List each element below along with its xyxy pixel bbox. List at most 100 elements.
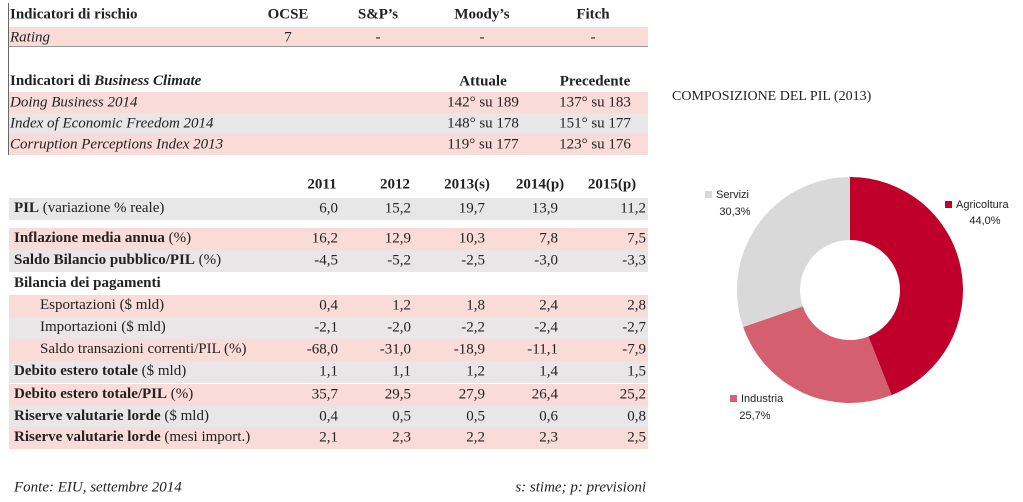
label-text: Esportazioni ($ mld) xyxy=(40,297,164,313)
cell: 2,8 xyxy=(627,297,646,313)
cell: 1,1 xyxy=(392,363,411,379)
cell: -3,0 xyxy=(534,252,558,268)
cell: 2,4 xyxy=(539,297,558,313)
row-background xyxy=(9,198,648,220)
header-cell: Fitch xyxy=(576,6,610,22)
cell: 6,0 xyxy=(319,200,338,216)
cell: 2,1 xyxy=(319,429,338,445)
cell: 142° su 189 xyxy=(447,94,519,110)
row-label: Debito estero totale/PIL (%) xyxy=(14,386,193,402)
slice-value: 30,3% xyxy=(719,206,750,218)
cell: 123° su 176 xyxy=(559,136,631,152)
row-label: Inflazione media annua (%) xyxy=(14,230,191,246)
label-text: (%) xyxy=(165,230,191,246)
section-title: Indicatori di Business Climate xyxy=(10,73,202,89)
cell: 7 xyxy=(284,29,292,45)
cell: 148° su 178 xyxy=(447,115,519,131)
cell: -2,7 xyxy=(622,319,646,335)
row-label: Riserve valutarie lorde (mesi import.) xyxy=(14,429,250,445)
title-part: Business Climate xyxy=(93,73,201,89)
cell: 0,6 xyxy=(539,408,558,424)
cell: 137° su 183 xyxy=(559,94,631,110)
donut-slice xyxy=(737,177,850,327)
cell: 0,5 xyxy=(466,408,485,424)
cell: 1,2 xyxy=(392,297,411,313)
cell: 0,4 xyxy=(319,408,338,424)
cell: 13,9 xyxy=(532,200,558,216)
label-text: ($ mld) xyxy=(138,363,186,379)
legend-swatch xyxy=(730,395,737,402)
donut-slice xyxy=(743,306,892,403)
cell: -5,2 xyxy=(387,252,411,268)
cell: 10,3 xyxy=(459,230,485,246)
cell: 7,8 xyxy=(539,230,558,246)
cell: 19,7 xyxy=(459,200,486,216)
cell: 2,2 xyxy=(466,429,485,445)
cell: -2,4 xyxy=(534,319,558,335)
header-cell: Moody’s xyxy=(454,6,509,22)
label-text: ($ mld) xyxy=(161,408,209,424)
label-text: (mesi import.) xyxy=(161,429,251,445)
cell: -4,5 xyxy=(314,252,338,268)
cell: 1,8 xyxy=(466,297,485,313)
cell: 1,4 xyxy=(539,363,558,379)
cell: -2,2 xyxy=(461,319,485,335)
row-label: Saldo transazioni correnti/PIL (%) xyxy=(40,341,246,357)
header-cell: S&P’s xyxy=(358,6,398,22)
cell: -7,9 xyxy=(622,341,646,357)
row-label: Esportazioni ($ mld) xyxy=(40,297,164,313)
cell: Corruption Perceptions Index 2013 xyxy=(10,136,223,152)
cell: -2,1 xyxy=(314,319,338,335)
row-label: Bilancia dei pagamenti xyxy=(14,275,161,291)
label-text: (%) xyxy=(195,252,221,268)
cell: 11,2 xyxy=(620,200,646,216)
cell: 1,2 xyxy=(466,363,485,379)
cell: -11,1 xyxy=(527,341,558,357)
row-background xyxy=(9,406,648,428)
label-text: (%) xyxy=(167,386,193,402)
label-bold: Inflazione media annua xyxy=(14,230,165,246)
cell: Rating xyxy=(9,29,50,45)
row-label: PIL (variazione % reale) xyxy=(14,200,164,216)
slice-value: 25,7% xyxy=(739,410,770,422)
cell: Index of Economic Freedom 2014 xyxy=(9,115,214,131)
cell: -31,0 xyxy=(380,341,411,357)
cell: 119° su 177 xyxy=(447,136,519,152)
cell: -3,3 xyxy=(622,252,646,268)
cell: 0,5 xyxy=(392,408,411,424)
cell: 26,4 xyxy=(532,386,559,402)
cell: 27,9 xyxy=(459,386,485,402)
cell: Doing Business 2014 xyxy=(9,94,138,110)
label-text: (variazione % reale) xyxy=(39,200,164,216)
label-bold: Debito estero totale xyxy=(14,363,138,379)
label-text: Saldo transazioni correnti/PIL (%) xyxy=(40,341,246,357)
slice-label: Industria xyxy=(741,393,784,405)
legend-swatch xyxy=(705,191,712,198)
header-cell: 2011 xyxy=(307,176,336,192)
row-label: Riserve valutarie lorde ($ mld) xyxy=(14,408,209,424)
cell: -2,5 xyxy=(461,252,485,268)
cell: 151° su 177 xyxy=(559,115,631,131)
header-cell: 2013(s) xyxy=(444,176,490,192)
footer-note: s: stime; p: previsioni xyxy=(515,479,646,495)
donut-slice xyxy=(850,177,963,396)
cell: 1,1 xyxy=(319,363,338,379)
cell: 16,2 xyxy=(312,230,338,246)
row-background xyxy=(9,228,648,250)
row-background xyxy=(9,27,648,46)
label-text: Importazioni ($ mld) xyxy=(40,319,166,335)
row-background xyxy=(9,384,648,406)
cell: 35,7 xyxy=(312,386,339,402)
row-label: Importazioni ($ mld) xyxy=(40,319,166,335)
cell: 0,4 xyxy=(319,297,338,313)
cell: -18,9 xyxy=(454,341,485,357)
header-cell: Attuale xyxy=(459,73,507,89)
cell: 2,5 xyxy=(627,429,646,445)
title-part: Indicatori di xyxy=(10,73,94,89)
row-background xyxy=(9,427,648,449)
cell: 7,5 xyxy=(627,230,646,246)
header-cell: 2012 xyxy=(380,176,410,192)
row-background xyxy=(9,339,648,361)
cell: 29,5 xyxy=(385,386,411,402)
